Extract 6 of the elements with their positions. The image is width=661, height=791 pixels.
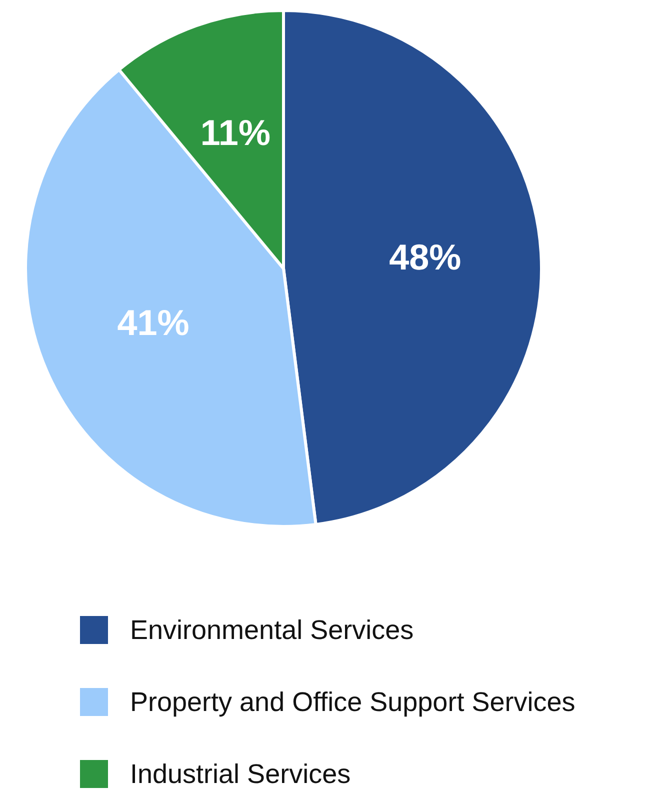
legend-label: Industrial Services	[130, 758, 351, 790]
legend-label: Environmental Services	[130, 614, 414, 646]
legend-label: Property and Office Support Services	[130, 686, 576, 718]
data-label: 11%	[200, 112, 270, 153]
data-label: 48%	[389, 236, 462, 278]
data-label: 41%	[117, 302, 190, 343]
